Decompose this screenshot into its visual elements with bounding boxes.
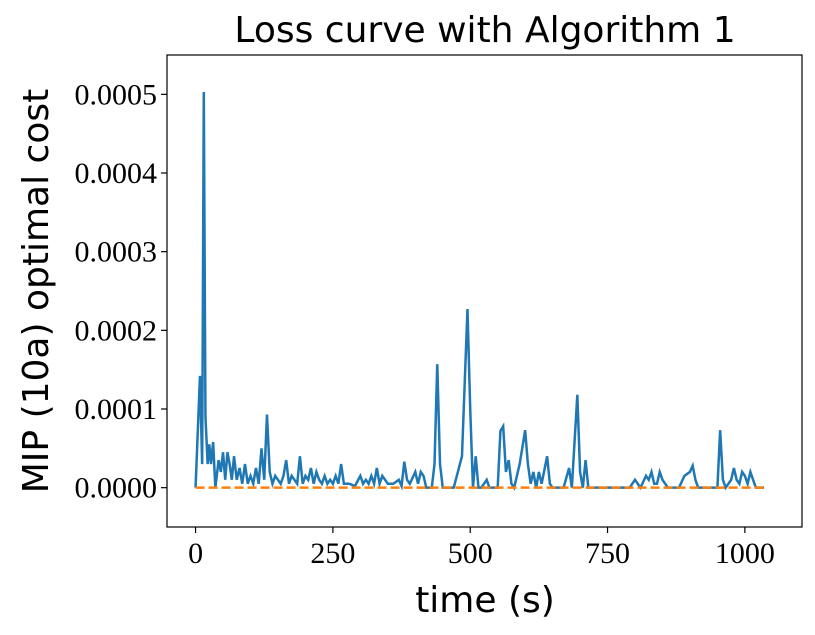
x-tick-label: 1000 (715, 537, 775, 570)
chart-title: Loss curve with Algorithm 1 (234, 10, 735, 51)
plot-frame (166, 54, 803, 528)
y-tick-label: 0.0001 (75, 393, 158, 426)
y-tick-label: 0.0005 (75, 78, 158, 111)
y-tick-label: 0.0002 (75, 314, 158, 347)
y-tick-label: 0.0004 (75, 157, 158, 190)
x-tick-label: 0 (188, 537, 203, 570)
x-tick-label: 250 (310, 537, 355, 570)
y-tick-label: 0.0003 (75, 236, 158, 269)
x-tick-label: 500 (448, 537, 493, 570)
x-tick-label: 750 (585, 537, 630, 570)
y-tick-label: 0.0000 (75, 472, 158, 505)
x-axis-label: time (s) (415, 580, 555, 621)
line-series (194, 91, 765, 491)
y-axis-label: MIP (10a) optimal cost (16, 89, 57, 494)
